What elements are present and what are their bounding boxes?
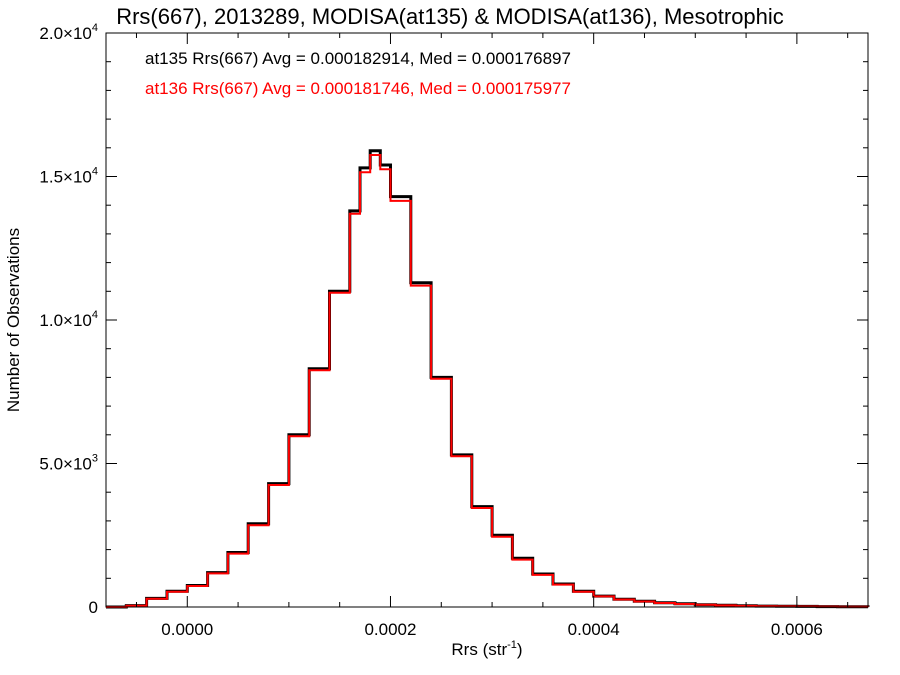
annotation-text-1: at135 Rrs(667) Avg = 0.000182914, Med = … — [145, 49, 571, 68]
series-line-at135 — [106, 149, 870, 609]
annotation-layer: at135 Rrs(667) Avg = 0.000182914, Med = … — [145, 49, 571, 98]
x-axis-title-main: Rrs (str — [451, 640, 507, 659]
x-axis-title: Rrs (str-1) — [451, 639, 522, 659]
y-axis-title: Number of Observations — [4, 228, 23, 412]
series-layer — [106, 149, 870, 609]
x-tick-label: 0.0004 — [568, 620, 620, 639]
x-tick-label: 0.0006 — [771, 620, 823, 639]
x-tick-label: 0.0002 — [364, 620, 416, 639]
y-tick-label: 1.5×104 — [39, 166, 98, 187]
y-tick-label: 5.0×103 — [39, 453, 98, 474]
y-tick-label: 2.0×104 — [39, 22, 98, 43]
x-axis-title-sup: -1 — [507, 639, 517, 651]
chart-title: Rrs(667), 2013289, MODISA(at135) & MODIS… — [116, 4, 784, 29]
ticks-layer — [106, 32, 868, 608]
series-line-at136 — [106, 154, 869, 608]
plot-frame — [105, 32, 869, 608]
labels-layer: 0.0000 0.0002 0.0004 0.0006 0 5.0×103 1.0×104 1… — [39, 22, 822, 639]
y-tick-label: 0 — [89, 598, 98, 617]
x-tick-label: 0.0000 — [161, 620, 213, 639]
annotation-text-2: at136 Rrs(667) Avg = 0.000181746, Med = … — [145, 79, 571, 98]
x-axis-title-tail: ) — [517, 640, 523, 659]
y-tick-label: 1.0×104 — [39, 309, 98, 330]
